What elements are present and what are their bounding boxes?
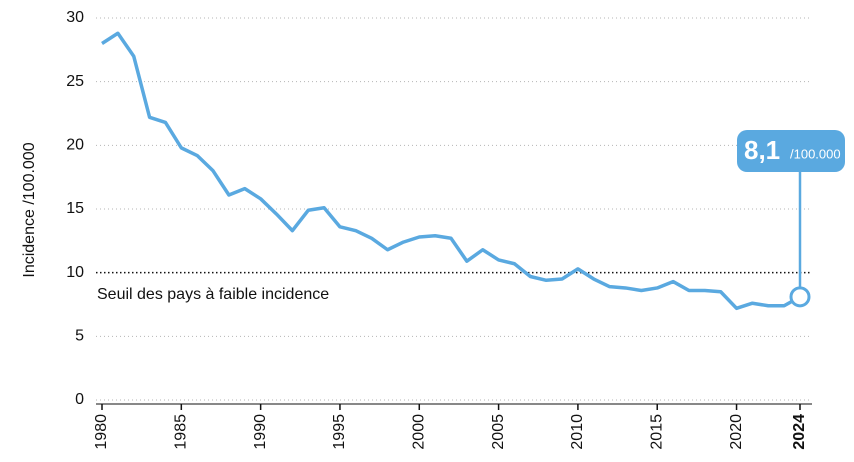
y-tick-label: 5	[75, 328, 84, 345]
x-tick-label: 2005	[490, 414, 507, 450]
x-tick-label: 1985	[173, 414, 190, 450]
x-tick-label: 1980	[93, 414, 110, 450]
x-tick-label: 2024	[791, 414, 808, 450]
x-tick-label: 1990	[252, 414, 269, 450]
x-tick-label: 2020	[728, 414, 745, 450]
y-tick-label: 25	[66, 73, 84, 90]
data-line	[101, 31, 801, 311]
callout-value: 8,1	[744, 135, 780, 165]
y-tick-label: 15	[66, 200, 84, 217]
callout-box	[737, 130, 845, 172]
y-tick-label: 10	[66, 264, 84, 281]
y-tick-label: 20	[66, 137, 84, 154]
x-tick-label: 2010	[569, 414, 586, 450]
last-point	[789, 286, 811, 308]
threshold-label: Seuil des pays à faible incidence	[97, 286, 329, 303]
callout-unit: /100.000	[790, 146, 841, 161]
y-axis-label: Incidence /100.000	[21, 142, 38, 277]
x-tick-label: 2015	[648, 414, 665, 450]
y-tick-label: 0	[75, 391, 84, 408]
x-tick-label: 1995	[331, 414, 348, 450]
x-tick-label: 2000	[410, 414, 427, 450]
y-tick-label: 30	[66, 9, 84, 26]
